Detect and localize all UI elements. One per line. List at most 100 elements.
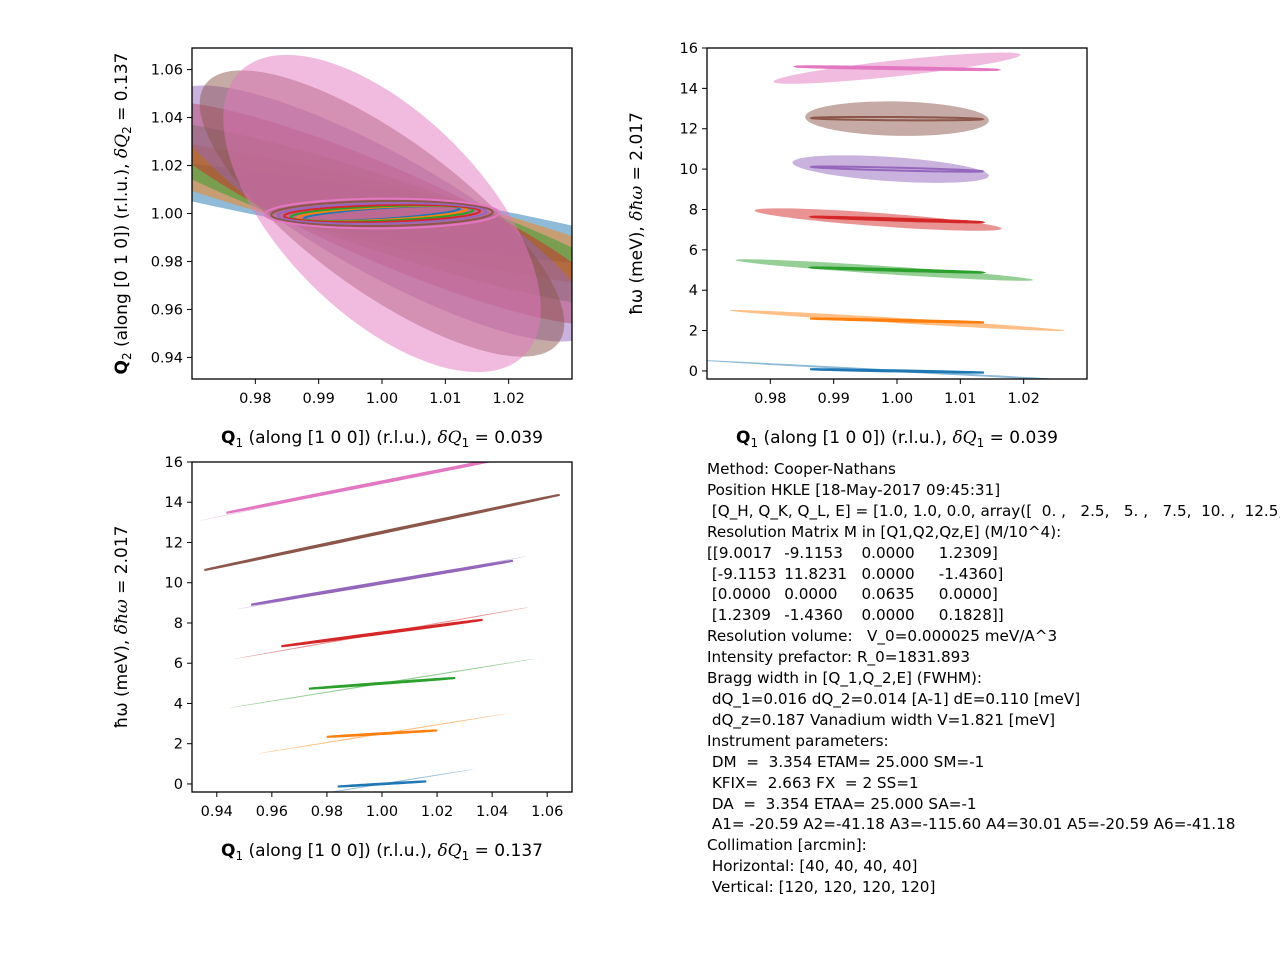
ellipse-outline-E12.5: [809, 115, 985, 122]
y-tick-label: 16: [165, 455, 183, 471]
info-line-12: Intensity prefactor: R_0=1831.893: [707, 648, 970, 667]
info-line-23: Vertical: [120, 120, 120, 120]: [707, 878, 936, 897]
y-tick-label: 14: [680, 81, 698, 97]
y-tick-label: 12: [165, 535, 183, 551]
y-tick-label: 10: [680, 162, 698, 178]
info-line-3: [Q_H, Q_K, Q_L, E] = [1.0, 1.0, 0.0, arr…: [707, 501, 1280, 520]
info-line-13: Bragg width in [Q_1,Q_2,E] (FWHM):: [707, 669, 983, 688]
x-tick-label: 1.02: [421, 804, 453, 820]
info-line-8: [0.0000 0.0000 0.0635 0.0000]: [707, 585, 998, 604]
ellipse-outline-E2.5: [326, 729, 438, 738]
y-tick-label: 1.04: [151, 111, 183, 127]
ellipse-outline-E0: [337, 780, 427, 788]
info-line-17: DM = 3.354 ETAM= 25.000 SM=-1: [707, 752, 985, 771]
x-axis-label: Q1 (along [1 0 0]) (r.l.u.), δQ1 = 0.039: [221, 428, 543, 450]
y-tick-label: 2: [174, 737, 183, 753]
y-tick-label: 1.02: [151, 159, 183, 175]
y-tick-label: 0.94: [151, 350, 183, 366]
x-tick-label: 1.00: [881, 391, 913, 407]
y-tick-label: 6: [689, 243, 698, 259]
info-line-16: Instrument parameters:: [707, 731, 889, 750]
ellipse-outline-E5: [308, 676, 456, 690]
y-tick-label: 8: [689, 202, 698, 218]
y-tick-label: 4: [689, 283, 698, 299]
y-axis-label: ħω (meV), δħω = 2.017: [112, 526, 132, 729]
info-line-6: [[9.0017 -9.1153 0.0000 1.2309]: [707, 543, 998, 562]
ellipse-outline-E7.5: [808, 215, 986, 224]
ellipse-filled-E0: [329, 769, 475, 792]
x-tick-label: 0.99: [303, 391, 335, 407]
ellipse-outline-E12.5: [270, 199, 494, 228]
info-line-22: Horizontal: [40, 40, 40, 40]: [707, 857, 918, 876]
y-tick-label: 1.00: [151, 207, 183, 223]
ellipse-outline-E12.5: [204, 493, 560, 572]
y-tick-label: 16: [680, 41, 698, 57]
info-line-19: DA = 3.354 ETAA= 25.000 SA=-1: [707, 794, 977, 813]
ellipse-outline-E7.5: [281, 618, 483, 648]
ellipse-outline-E0: [810, 368, 985, 374]
ellipse-outline-E10: [276, 202, 488, 225]
x-tick-label: 1.00: [366, 391, 398, 407]
x-tick-label: 0.94: [201, 804, 233, 820]
info-line-15: dQ_z=0.187 Vanadium width V=1.821 [meV]: [707, 710, 1056, 729]
y-tick-label: 8: [174, 616, 183, 632]
ellipse-outline-E5: [807, 266, 987, 274]
subplot-3: 0.94 0.96 0.98 1.00 1.02 1.04 1.06 0 2 4 6 8 10 12 14 1…: [112, 455, 573, 863]
plot-area: [198, 462, 560, 792]
info-line-5: Resolution Matrix M in [Q1,Q2,Qz,E] (M/1…: [707, 522, 1062, 541]
ellipse-outline-E15: [226, 462, 493, 514]
y-tick-label: 10: [165, 576, 183, 592]
subplot-2: 0.98 0.99 1.00 1.01 1.02 0 2 4 6 8 10 12 14 16 Q1 (alo…: [627, 41, 1088, 450]
info-line-21: Collimation [arcmin]:: [707, 836, 867, 855]
y-axis-label: ħω (meV), δħω = 2.017: [627, 112, 647, 315]
ellipse-outline-E15: [263, 197, 501, 230]
y-tick-label: 1.06: [151, 63, 183, 79]
ellipse-outline-E10: [809, 165, 985, 173]
x-tick-label: 1.01: [944, 391, 976, 407]
y-tick-label: 2: [689, 324, 698, 340]
y-tick-label: 0: [174, 777, 183, 793]
x-axis-label: Q1 (along [1 0 0]) (r.l.u.), δQ1 = 0.137: [221, 841, 543, 863]
x-tick-label: 0.96: [256, 804, 288, 820]
plot-area: [707, 52, 1065, 379]
info-line-14: dQ_1=0.016 dQ_2=0.014 [A-1] dE=0.110 [me…: [707, 689, 1081, 708]
y-tick-label: 0.96: [151, 302, 183, 318]
info-line-11: Resolution volume: V_0=0.000025 meV/A^3: [707, 627, 1058, 646]
x-tick-label: 0.98: [754, 391, 786, 407]
x-tick-label: 0.98: [239, 391, 271, 407]
x-tick-label: 1.04: [476, 804, 508, 820]
plot-area: [192, 54, 572, 373]
info-line-0: Method: Cooper-Nathans: [707, 460, 896, 478]
x-tick-label: 1.06: [531, 804, 563, 820]
ellipse-filled-E15: [773, 52, 1021, 84]
x-axis-label: Q1 (along [1 0 0]) (r.l.u.), δQ1 = 0.039: [736, 428, 1058, 450]
subplot-1: 0.98 0.99 1.00 1.01 1.02 0.94 0.96 0.98 1.00 1.02…: [112, 47, 573, 450]
info-line-9: [1.2309 -1.4360 0.0000 0.1828]]: [707, 606, 1004, 625]
ellipse-outline-E2.5: [809, 317, 985, 324]
ellipse-outline-E7.5: [283, 203, 481, 224]
y-tick-label: 12: [680, 122, 698, 138]
ellipse-outline-E10: [250, 559, 514, 606]
y-tick-label: 0.98: [151, 254, 183, 270]
ellipse-filled-E12.5: [805, 101, 989, 136]
ellipse-filled-E10: [792, 155, 989, 183]
x-tick-label: 0.99: [818, 391, 850, 407]
axes-frame: [191, 461, 573, 793]
x-tick-label: 0.98: [311, 804, 343, 820]
x-tick-label: 1.02: [1008, 391, 1040, 407]
info-line-1: Position HKLE [18-May-2017 09:45:31]: [707, 480, 1001, 499]
y-tick-label: 6: [174, 656, 183, 672]
x-tick-label: 1.01: [429, 391, 461, 407]
y-tick-label: 0: [689, 364, 698, 380]
y-tick-label: 14: [165, 495, 183, 511]
y-tick-label: 4: [174, 696, 183, 712]
resolution-info-text: Method: Cooper-Nathans Position HKLE [18…: [707, 459, 1280, 959]
info-line-18: KFIX= 2.663 FX = 2 SS=1: [707, 773, 919, 792]
y-axis-label: Q2 (along [0 1 0]) (r.l.u.), δQ2 = 0.137: [112, 53, 134, 375]
ellipse-outline-E15: [792, 65, 1002, 72]
x-tick-label: 1.02: [493, 391, 525, 407]
info-line-20: A1= -20.59 A2=-41.18 A3=-115.60 A4=30.01…: [707, 815, 1236, 834]
ellipse-filled-E15: [223, 54, 541, 373]
info-line-7: [-9.1153 11.8231 0.0000 -1.4360]: [707, 564, 1004, 583]
